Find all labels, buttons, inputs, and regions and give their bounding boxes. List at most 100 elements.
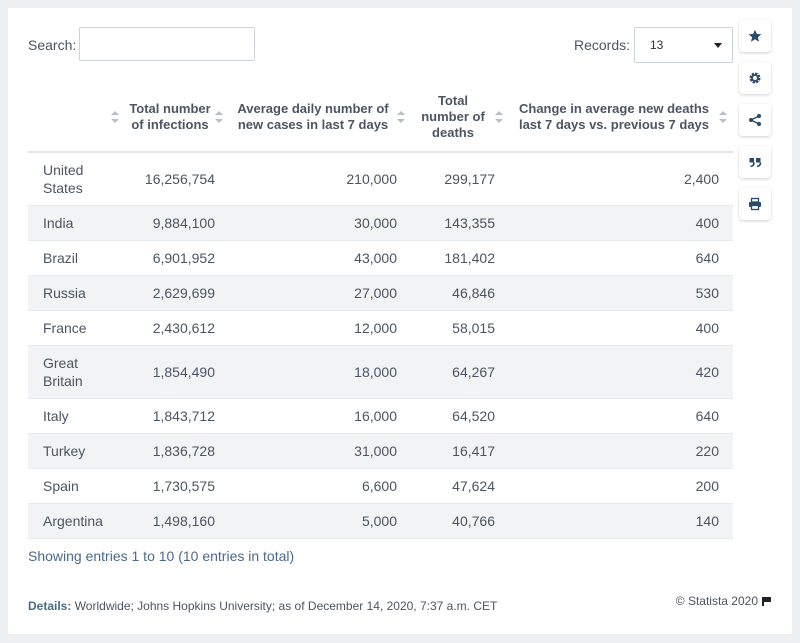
header-change-deaths[interactable]: Change in average new deaths last 7 days…: [509, 83, 733, 153]
table-row: France 2,430,612 12,000 58,015 400: [28, 310, 733, 346]
table-row: Great Britain 1,854,490 18,000 64,267 420: [28, 345, 733, 399]
value-cell: 30,000: [229, 205, 411, 241]
search-input[interactable]: [79, 27, 255, 61]
country-cell: Spain: [28, 468, 125, 504]
value-cell: 46,846: [411, 275, 509, 311]
search-label: Search:: [28, 37, 77, 53]
value-cell: 1,843,712: [125, 398, 229, 434]
value-cell: 31,000: [229, 433, 411, 469]
sort-icon[interactable]: [215, 111, 223, 123]
table-header-row: Total number of infections Average daily …: [28, 83, 733, 153]
records-selected-value: 13: [650, 38, 664, 52]
value-cell: 143,355: [411, 205, 509, 241]
table-row: Italy 1,843,712 16,000 64,520 640: [28, 398, 733, 434]
value-cell: 640: [509, 398, 733, 434]
copyright[interactable]: © Statista 2020: [676, 594, 772, 608]
value-cell: 43,000: [229, 240, 411, 276]
details-note: Details: Worldwide; Johns Hopkins Univer…: [28, 599, 497, 613]
value-cell: 640: [509, 240, 733, 276]
value-cell: 2,400: [509, 152, 733, 206]
value-cell: 40,766: [411, 503, 509, 539]
details-text: Worldwide; Johns Hopkins University; as …: [71, 599, 498, 613]
copyright-text: © Statista 2020: [675, 594, 758, 608]
value-cell: 530: [509, 275, 733, 311]
column-header-label: Total number of infections: [129, 101, 211, 132]
value-cell: 1,854,490: [125, 345, 229, 399]
header-total-infections[interactable]: Total number of infections: [125, 83, 229, 153]
value-cell: 210,000: [229, 152, 411, 206]
print-icon: [749, 197, 761, 211]
star-icon: [748, 29, 762, 42]
entries-info: Showing entries 1 to 10 (10 entries in t…: [28, 548, 295, 564]
table-row: Spain 1,730,575 6,600 47,624 200: [28, 468, 733, 504]
value-cell: 58,015: [411, 310, 509, 346]
value-cell: 2,629,699: [125, 275, 229, 311]
details-label: Details:: [28, 599, 72, 613]
column-header-label: Average daily number of new cases in las…: [237, 101, 389, 132]
value-cell: 6,600: [229, 468, 411, 504]
table-body: United States 16,256,754 210,000 299,177 2,4…: [28, 152, 733, 539]
value-cell: 2,430,612: [125, 310, 229, 346]
header-country[interactable]: [28, 83, 125, 153]
sort-icon[interactable]: [397, 111, 405, 123]
value-cell: 47,624: [411, 468, 509, 504]
country-cell: Brazil: [28, 240, 125, 276]
value-cell: 1,498,160: [125, 503, 229, 539]
column-header-label: Change in average new deaths last 7 days…: [518, 101, 710, 132]
table-row: Turkey 1,836,728 31,000 16,417 220: [28, 433, 733, 469]
table-row: Brazil 6,901,952 43,000 181,402 640: [28, 240, 733, 276]
table-card: Search: Records: 13 Total number of infe…: [8, 8, 792, 634]
country-cell: Italy: [28, 398, 125, 434]
value-cell: 16,417: [411, 433, 509, 469]
country-cell: Russia: [28, 275, 125, 311]
country-cell: Argentina: [28, 503, 125, 539]
table-row: India 9,884,100 30,000 143,355 400: [28, 205, 733, 241]
share-button[interactable]: [739, 104, 771, 136]
value-cell: 400: [509, 310, 733, 346]
gear-icon: [749, 72, 761, 84]
share-icon: [749, 114, 761, 126]
country-cell: United States: [28, 152, 125, 206]
value-cell: 1,836,728: [125, 433, 229, 469]
value-cell: 220: [509, 433, 733, 469]
value-cell: 12,000: [229, 310, 411, 346]
value-cell: 64,267: [411, 345, 509, 399]
chevron-down-icon: [714, 43, 722, 48]
value-cell: 18,000: [229, 345, 411, 399]
sort-icon[interactable]: [111, 111, 119, 123]
value-cell: 200: [509, 468, 733, 504]
value-cell: 6,901,952: [125, 240, 229, 276]
value-cell: 27,000: [229, 275, 411, 311]
value-cell: 9,884,100: [125, 205, 229, 241]
country-cell: Turkey: [28, 433, 125, 469]
cite-button[interactable]: [739, 146, 771, 178]
value-cell: 400: [509, 205, 733, 241]
favorite-button[interactable]: [739, 20, 771, 52]
data-table: Total number of infections Average daily …: [28, 83, 733, 539]
header-total-deaths[interactable]: Total number of deaths: [411, 83, 509, 153]
value-cell: 16,256,754: [125, 152, 229, 206]
value-cell: 420: [509, 345, 733, 399]
value-cell: 181,402: [411, 240, 509, 276]
settings-button[interactable]: [739, 62, 771, 94]
records-select[interactable]: 13: [634, 27, 733, 63]
header-avg-daily-cases[interactable]: Average daily number of new cases in las…: [229, 83, 411, 153]
print-button[interactable]: [739, 188, 771, 220]
value-cell: 5,000: [229, 503, 411, 539]
country-cell: India: [28, 205, 125, 241]
value-cell: 16,000: [229, 398, 411, 434]
records-label: Records:: [574, 37, 631, 53]
quote-icon: [749, 158, 762, 168]
table-row: United States 16,256,754 210,000 299,177 2,4…: [28, 152, 733, 206]
flag-icon[interactable]: [762, 597, 772, 606]
country-cell: France: [28, 310, 125, 346]
column-header-label: Total number of deaths: [421, 93, 485, 140]
value-cell: 1,730,575: [125, 468, 229, 504]
value-cell: 64,520: [411, 398, 509, 434]
value-cell: 140: [509, 503, 733, 539]
country-cell: Great Britain: [28, 345, 125, 399]
sort-icon[interactable]: [495, 111, 503, 123]
table-row: Argentina 1,498,160 5,000 40,766 140: [28, 503, 733, 539]
sort-icon[interactable]: [719, 111, 727, 123]
value-cell: 299,177: [411, 152, 509, 206]
